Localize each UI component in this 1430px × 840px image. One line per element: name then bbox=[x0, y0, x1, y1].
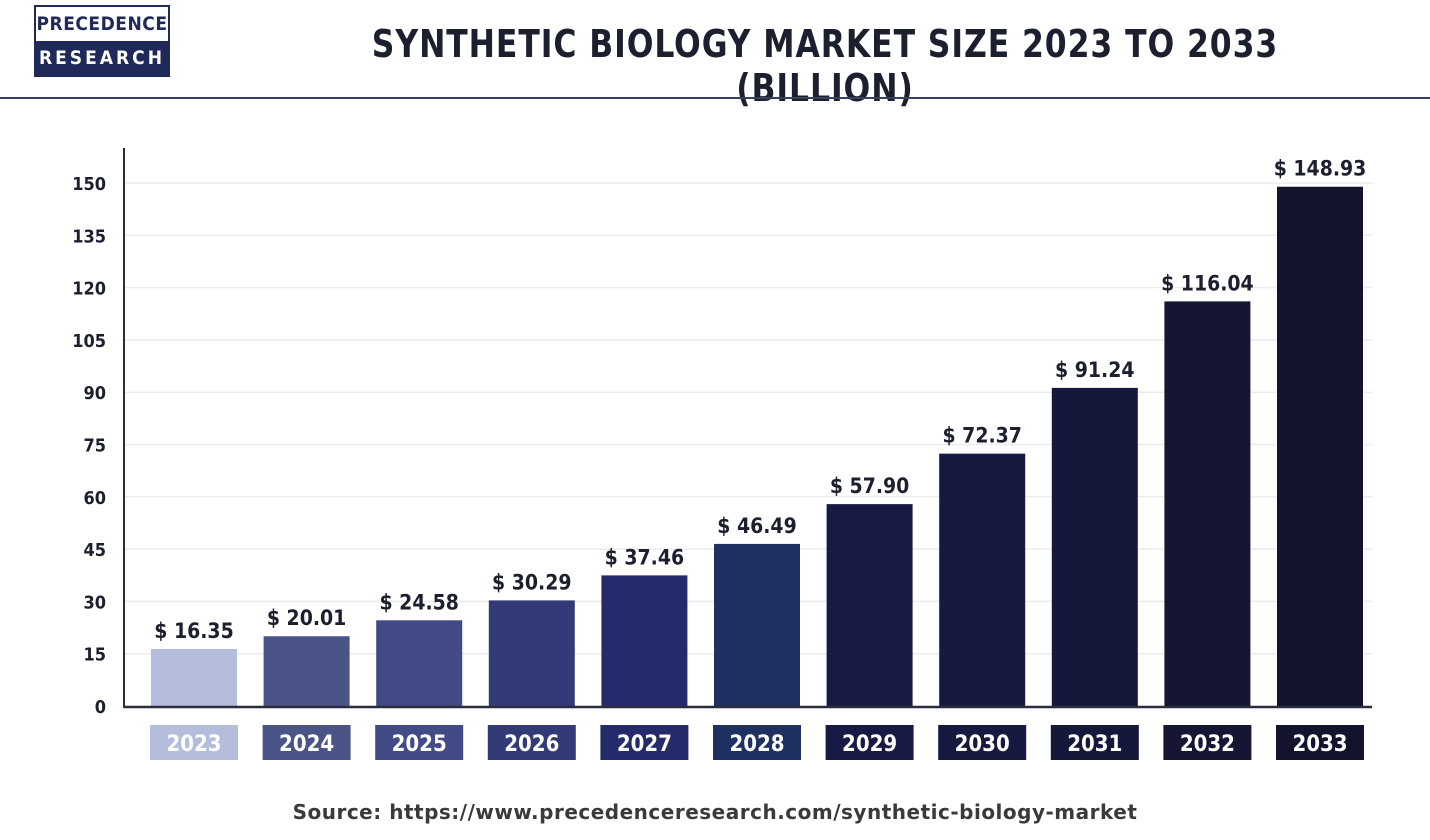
bar-2033 bbox=[1277, 186, 1363, 707]
header-divider bbox=[0, 97, 1430, 99]
category-label-2031: 2031 bbox=[1067, 732, 1122, 757]
category-box-2030 bbox=[938, 725, 1027, 760]
category-box-2026 bbox=[487, 725, 576, 760]
y-tick-label: 135 bbox=[72, 226, 106, 247]
value-label-2024: $ 20.01 bbox=[267, 606, 346, 630]
category-box-2028 bbox=[713, 725, 801, 760]
value-label-2023: $ 16.35 bbox=[154, 619, 233, 643]
y-tick-label: 150 bbox=[72, 174, 106, 195]
category-label-2030: 2030 bbox=[955, 732, 1010, 757]
category-label-2033: 2033 bbox=[1292, 732, 1347, 757]
bar-2032 bbox=[1164, 301, 1251, 706]
y-axis-ticks: 0 15 30 45 60 75 90 105 120 135 150 bbox=[72, 174, 106, 718]
category-box-2029 bbox=[825, 725, 914, 760]
value-label-2033: $ 148.93 bbox=[1274, 157, 1367, 181]
value-label-2032: $ 116.04 bbox=[1161, 271, 1254, 295]
bar-2031 bbox=[1051, 387, 1138, 706]
bars bbox=[151, 186, 1363, 707]
category-box-2032 bbox=[1163, 725, 1252, 760]
y-tick-label: 60 bbox=[83, 488, 106, 509]
brand-logo: PRECEDENCE RESEARCH bbox=[34, 5, 170, 77]
bar-2028 bbox=[714, 543, 800, 706]
category-label-2025: 2025 bbox=[392, 732, 447, 757]
value-label-2027: $ 37.46 bbox=[605, 545, 684, 569]
value-label-2028: $ 46.49 bbox=[717, 514, 796, 538]
category-box-2033 bbox=[1276, 725, 1364, 760]
category-label-2026: 2026 bbox=[504, 732, 559, 757]
y-tick-label: 75 bbox=[83, 436, 106, 457]
value-label-2026: $ 30.29 bbox=[492, 570, 571, 594]
bar-2030 bbox=[939, 453, 1026, 706]
y-tick-label: 30 bbox=[83, 592, 106, 613]
bar-2026 bbox=[488, 600, 575, 706]
category-label-2024: 2024 bbox=[279, 732, 334, 757]
bar-2024 bbox=[263, 636, 350, 706]
category-label-2027: 2027 bbox=[617, 732, 672, 757]
y-tick-label: 0 bbox=[95, 697, 106, 718]
value-label-2030: $ 72.37 bbox=[942, 424, 1021, 448]
chart-title: SYNTHETIC BIOLOGY MARKET SIZE 2023 TO 20… bbox=[371, 22, 1279, 110]
category-label-2028: 2028 bbox=[729, 732, 784, 757]
bar-2027 bbox=[601, 575, 688, 706]
category-label-2029: 2029 bbox=[842, 732, 897, 757]
y-tick-label: 105 bbox=[72, 331, 106, 352]
logo-line-1: PRECEDENCE bbox=[36, 7, 168, 41]
y-tick-label: 90 bbox=[83, 383, 106, 404]
category-box-2025 bbox=[375, 725, 464, 760]
y-tick-label: 45 bbox=[83, 540, 106, 561]
y-tick-label: 120 bbox=[72, 279, 106, 300]
category-box-2031 bbox=[1050, 725, 1139, 760]
category-box-2023 bbox=[150, 725, 238, 760]
y-tick-label: 15 bbox=[83, 645, 106, 666]
source-note: Source: https://www.precedenceresearch.c… bbox=[292, 800, 1138, 824]
category-label-2023: 2023 bbox=[166, 732, 221, 757]
category-box-2027 bbox=[600, 725, 689, 760]
bar-2025 bbox=[376, 620, 463, 706]
category-box-2024 bbox=[262, 725, 351, 760]
bar-2029 bbox=[826, 504, 913, 706]
category-labels: 2023 2024 2025 2026 2027 2028 2029 2030 2031 2032… bbox=[150, 725, 1364, 760]
value-label-2029: $ 57.90 bbox=[830, 474, 909, 498]
category-label-2032: 2032 bbox=[1180, 732, 1235, 757]
value-labels: $ 16.35 $ 20.01 $ 24.58 $ 30.29 $ 37.46 $ 46.… bbox=[154, 157, 1366, 643]
logo-line-2: RESEARCH bbox=[36, 41, 168, 75]
bar-2023 bbox=[151, 648, 237, 706]
value-label-2031: $ 91.24 bbox=[1055, 358, 1134, 382]
value-label-2025: $ 24.58 bbox=[379, 590, 458, 614]
